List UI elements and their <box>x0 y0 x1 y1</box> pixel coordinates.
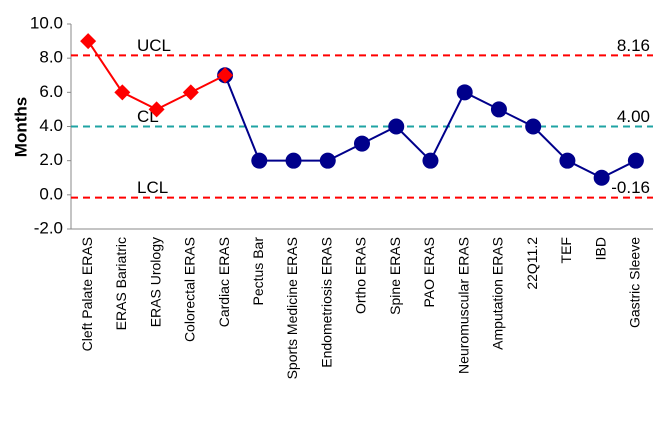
x-tick-label: ERAS Urology <box>147 237 163 327</box>
reference-name: LCL <box>137 178 168 197</box>
y-tick-label: 8.0 <box>39 48 63 67</box>
marker <box>627 152 644 169</box>
y-tick-label: 10.0 <box>30 13 63 32</box>
x-tick-label: IBD <box>592 237 608 260</box>
reference-value: -0.16 <box>611 178 650 197</box>
x-tick-label: Endometriosis ERAS <box>318 237 334 368</box>
x-tick-label: 22Q11.2 <box>524 237 540 290</box>
marker <box>80 33 97 50</box>
x-tick-label: Colorectal ERAS <box>182 237 198 342</box>
x-tick-label: Spine ERAS <box>387 237 403 315</box>
reference-name: UCL <box>137 36 171 55</box>
x-tick-label: ERAS Bariatric <box>113 237 129 330</box>
marker <box>148 101 165 118</box>
x-tick-label: Sports Medicine ERAS <box>284 237 300 379</box>
x-tick-label: Ortho ERAS <box>353 237 369 314</box>
x-tick-label: Cardiac ERAS <box>216 237 232 327</box>
x-tick-label: Neuromuscular ERAS <box>455 237 471 374</box>
marker <box>593 169 610 186</box>
marker <box>525 118 542 135</box>
marker <box>217 67 234 84</box>
marker <box>456 84 473 101</box>
marker <box>388 118 405 135</box>
marker <box>114 84 131 101</box>
y-axis-label: Months <box>11 97 30 157</box>
x-tick-label: PAO ERAS <box>421 237 437 308</box>
y-tick-label: 6.0 <box>39 82 63 101</box>
marker <box>182 84 199 101</box>
reference-value: 8.16 <box>617 36 650 55</box>
x-tick-label: TEF <box>558 237 574 263</box>
y-tick-label: 4.0 <box>39 116 63 135</box>
marker <box>285 152 302 169</box>
y-tick-label: 2.0 <box>39 150 63 169</box>
marker <box>559 152 576 169</box>
y-tick-label: 0.0 <box>39 184 63 203</box>
marker <box>422 152 439 169</box>
y-tick-label: -2.0 <box>34 218 63 237</box>
marker <box>319 152 336 169</box>
x-tick-label: Pectus Bar <box>250 237 266 306</box>
marker <box>490 101 507 118</box>
x-tick-label: Gastric Sleeve <box>627 237 643 328</box>
reference-value: 4.00 <box>617 107 650 126</box>
marker <box>251 152 268 169</box>
x-tick-label: Amputation ERAS <box>490 237 506 350</box>
x-tick-label: Cleft Palate ERAS <box>79 237 95 351</box>
marker <box>354 135 370 152</box>
